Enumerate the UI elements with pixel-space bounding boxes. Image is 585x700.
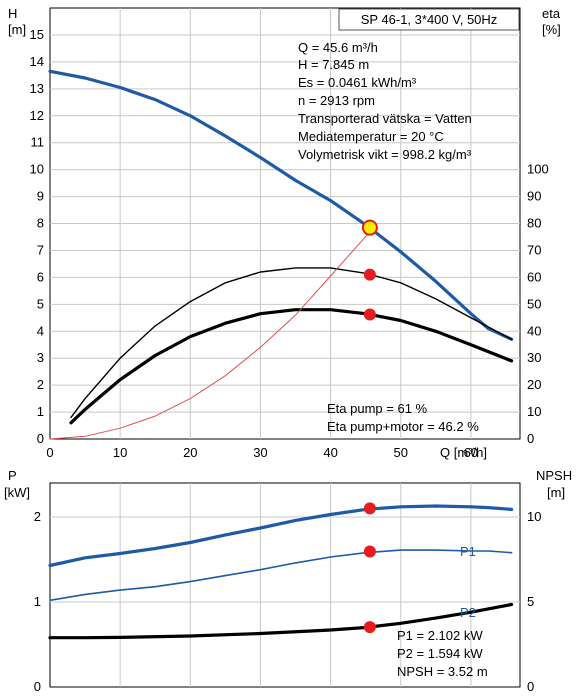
- top-markers: [361, 219, 378, 321]
- h-tick-label: 8: [37, 216, 44, 231]
- eta-pump-label: Eta pump = 61 %: [327, 401, 428, 416]
- h-tick-label: 2: [37, 377, 44, 392]
- h-tick-label: 14: [30, 54, 44, 69]
- npsh-tick-label: 5: [527, 594, 534, 609]
- bottom-grid: [50, 483, 520, 687]
- p1-curve: [48, 504, 514, 568]
- eta-tick-label: 40: [527, 323, 541, 338]
- operating-point-marker: [363, 308, 376, 321]
- info-n: n = 2913 rpm: [298, 93, 375, 108]
- info-liquid: Transporterad vätska = Vatten: [298, 111, 472, 126]
- q-axis-label: Q [m³/h]: [440, 445, 487, 460]
- bottom-tick-labels: 0 1 2 0 5 10: [34, 509, 542, 694]
- p-tick-label: 1: [34, 594, 41, 609]
- eta-tick-label: 0: [527, 431, 534, 446]
- eta-pump-curve: [70, 267, 513, 419]
- head-curve: [48, 69, 514, 341]
- p-tick-label: 0: [34, 679, 41, 694]
- eta-tick-label: 30: [527, 350, 541, 365]
- p-tick-label: 2: [34, 509, 41, 524]
- h-tick-label: 12: [30, 108, 44, 123]
- eta-tick-label: 70: [527, 242, 541, 257]
- info-p2: P2 = 1.594 kW: [397, 646, 483, 661]
- info-temp: Mediatemperatur = 20 °C: [298, 129, 444, 144]
- eta-tick-label: 50: [527, 296, 541, 311]
- eta-tick-label: 10: [527, 404, 541, 419]
- h-tick-label: 6: [37, 269, 44, 284]
- eta-tick-label: 20: [527, 377, 541, 392]
- info-es: Es = 0.0461 kWh/m³: [298, 75, 417, 90]
- p-axis-unit: [kW]: [4, 485, 30, 500]
- operating-point-marker: [363, 268, 376, 281]
- eta-axis-label: eta: [542, 6, 561, 21]
- eta-pump-motor-label: Eta pump+motor = 46.2 %: [327, 419, 479, 434]
- system-curve-curve: [49, 225, 376, 440]
- h-tick-label: 15: [30, 27, 44, 42]
- npsh-axis-label: NPSH: [536, 468, 572, 483]
- eta-tick-label: 60: [527, 269, 541, 284]
- npsh-axis-unit: [m]: [547, 485, 565, 500]
- power-point-marker: [363, 502, 376, 515]
- eta-tick-label: 100: [527, 162, 549, 177]
- h-tick-label: 10: [30, 162, 44, 177]
- info-q: Q = 45.6 m³/h: [298, 40, 378, 55]
- power-point-marker: [363, 545, 376, 558]
- h-tick-label: 0: [37, 431, 44, 446]
- duty-point-marker: [361, 219, 378, 236]
- eta-axis-unit: [%]: [542, 22, 561, 37]
- h-axis-label: H: [8, 6, 17, 21]
- top-chart: SP 46-1, 3*400 V, 50Hz Q = 45.6 m³/h H =…: [8, 6, 561, 460]
- top-series: [48, 69, 514, 440]
- q-tick-label: 20: [183, 445, 197, 460]
- q-tick-label: 10: [113, 445, 127, 460]
- h-tick-label: 9: [37, 189, 44, 204]
- eta-tick-label: 90: [527, 189, 541, 204]
- bottom-series: [48, 504, 514, 640]
- eta-tick-label: 80: [527, 216, 541, 231]
- q-tick-label: 0: [46, 445, 53, 460]
- npsh-curve: [48, 602, 514, 640]
- h-tick-label: 4: [37, 323, 44, 338]
- h-tick-label: 5: [37, 296, 44, 311]
- p2-curve: [49, 549, 513, 602]
- bottom-chart: P1 P2 P1 = 2.102 kW P2 = 1.594 kW NPSH =…: [4, 468, 572, 694]
- npsh-tick-label: 0: [527, 679, 534, 694]
- top-grid: [50, 8, 520, 439]
- info-npsh: NPSH = 3.52 m: [397, 664, 488, 679]
- title-box: [338, 8, 520, 31]
- h-tick-label: 1: [37, 404, 44, 419]
- q-tick-label: 60: [464, 445, 478, 460]
- h-tick-label: 7: [37, 242, 44, 257]
- h-tick-label: 11: [31, 135, 45, 150]
- h-tick-label: 13: [30, 81, 44, 96]
- h-axis-unit: [m]: [8, 22, 26, 37]
- bottom-markers: [363, 502, 376, 634]
- top-tick-labels: 0123456789101112131415010203040506070809…: [30, 27, 549, 460]
- power-point-marker: [363, 621, 376, 634]
- q-tick-label: 30: [253, 445, 267, 460]
- p1-series-label: P1: [460, 544, 476, 559]
- p2-series-label: P2: [460, 605, 476, 620]
- npsh-tick-label: 10: [527, 509, 541, 524]
- p-axis-label: P: [8, 468, 17, 483]
- chart-title: SP 46-1, 3*400 V, 50Hz: [361, 12, 498, 27]
- h-tick-label: 3: [37, 350, 44, 365]
- q-tick-label: 50: [394, 445, 408, 460]
- info-h: H = 7.845 m: [298, 57, 369, 72]
- info-density: Volymetrisk vikt = 998.2 kg/m³: [298, 147, 472, 162]
- info-p1: P1 = 2.102 kW: [397, 628, 483, 643]
- eta-pump-motor-curve: [69, 308, 514, 425]
- q-tick-label: 40: [323, 445, 337, 460]
